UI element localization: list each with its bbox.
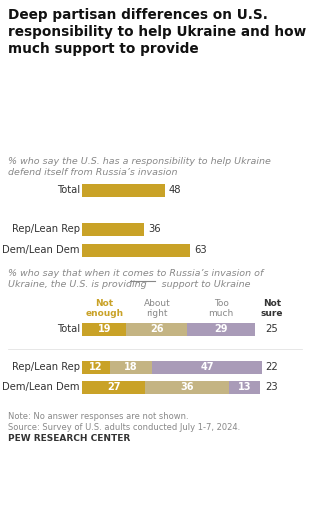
Text: 48: 48 xyxy=(169,185,181,195)
Text: Not
sure: Not sure xyxy=(261,299,283,318)
Text: 47: 47 xyxy=(201,362,214,372)
Text: Deep partisan differences on U.S.
responsibility to help Ukraine and how
much su: Deep partisan differences on U.S. respon… xyxy=(8,8,306,55)
Text: 36: 36 xyxy=(148,224,161,234)
FancyBboxPatch shape xyxy=(229,380,260,394)
Text: 12: 12 xyxy=(89,362,103,372)
Text: Total: Total xyxy=(57,324,80,334)
FancyBboxPatch shape xyxy=(82,183,165,197)
FancyBboxPatch shape xyxy=(110,360,152,374)
FancyBboxPatch shape xyxy=(126,323,187,336)
Text: Dem/Lean Dem: Dem/Lean Dem xyxy=(2,245,80,255)
FancyBboxPatch shape xyxy=(82,360,110,374)
Text: 13: 13 xyxy=(238,382,251,392)
Text: Dem/Lean Dem: Dem/Lean Dem xyxy=(2,382,80,392)
FancyBboxPatch shape xyxy=(82,222,144,236)
Text: 63: 63 xyxy=(194,245,207,255)
FancyBboxPatch shape xyxy=(145,380,229,394)
Text: 19: 19 xyxy=(97,324,111,334)
Text: 25: 25 xyxy=(266,324,278,334)
Text: Not
enough: Not enough xyxy=(85,299,123,318)
Text: Rep/Lean Rep: Rep/Lean Rep xyxy=(12,224,80,234)
Text: 23: 23 xyxy=(266,382,278,392)
Text: Too
much: Too much xyxy=(209,299,234,318)
FancyBboxPatch shape xyxy=(187,323,255,336)
Text: Rep/Lean Rep: Rep/Lean Rep xyxy=(12,362,80,372)
Text: 36: 36 xyxy=(180,382,194,392)
Text: 18: 18 xyxy=(124,362,138,372)
Text: PEW RESEARCH CENTER: PEW RESEARCH CENTER xyxy=(8,434,130,443)
Text: 26: 26 xyxy=(150,324,164,334)
FancyBboxPatch shape xyxy=(82,380,145,394)
Text: 29: 29 xyxy=(215,324,228,334)
Text: Total: Total xyxy=(57,185,80,195)
FancyBboxPatch shape xyxy=(82,323,126,336)
Text: About
right: About right xyxy=(144,299,170,318)
Text: 22: 22 xyxy=(266,362,278,372)
FancyBboxPatch shape xyxy=(82,243,190,257)
Text: % who say that when it comes to Russia’s invasion of
Ukraine, the U.S. is provid: % who say that when it comes to Russia’s… xyxy=(8,269,264,289)
Text: 27: 27 xyxy=(107,382,120,392)
Text: % who say the U.S. has a responsibility to help Ukraine
defend itself from Russi: % who say the U.S. has a responsibility … xyxy=(8,157,271,177)
Text: Note: No answer responses are not shown.
Source: Survey of U.S. adults conducted: Note: No answer responses are not shown.… xyxy=(8,412,240,433)
FancyBboxPatch shape xyxy=(152,360,262,374)
